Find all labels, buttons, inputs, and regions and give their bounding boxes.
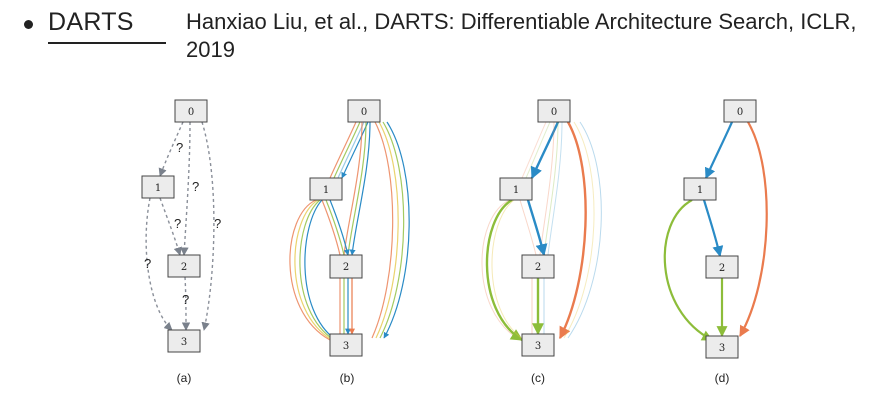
operation-edge — [530, 121, 560, 180]
operation-edge — [329, 199, 350, 256]
node-3-label: 3 — [181, 337, 187, 348]
node-1 — [309, 177, 343, 201]
node-3 — [521, 333, 555, 357]
question-mark: ? — [174, 216, 181, 231]
node-2-label: 2 — [181, 262, 187, 273]
node-2-label: 2 — [535, 262, 541, 273]
operation-edge — [519, 199, 537, 256]
operation-edge — [347, 121, 367, 256]
weighted-edges — [481, 121, 602, 342]
question-mark: ? — [192, 179, 199, 194]
node-1-label: 1 — [697, 185, 703, 196]
node-3-label: 3 — [343, 341, 349, 352]
operation-edge — [289, 199, 331, 341]
node-0 — [347, 99, 381, 123]
operation-edge — [299, 199, 335, 341]
panel-a: ? ? ? ? ? ? 0 1 2 3 (a) — [141, 99, 221, 385]
operation-edge — [304, 199, 337, 341]
edge-0-2 — [180, 121, 191, 256]
node-3 — [167, 329, 201, 353]
operation-edge — [485, 198, 524, 342]
node-0-label: 0 — [551, 107, 557, 118]
node-2 — [705, 255, 739, 279]
panel-c: 0 1 2 3 (c) — [481, 99, 602, 385]
operation-edge — [371, 121, 394, 339]
question-mark: ? — [144, 256, 151, 271]
question-mark: ? — [176, 140, 183, 155]
mixed-edges — [289, 121, 410, 341]
node-2 — [521, 254, 555, 279]
operation-edge — [383, 121, 410, 339]
operation-edge — [329, 121, 357, 179]
operation-edge — [563, 121, 595, 339]
operation-edge — [375, 121, 399, 339]
node-3 — [705, 335, 739, 359]
operation-edge — [543, 121, 559, 256]
node-0-label: 0 — [737, 107, 743, 118]
edge-1-2 — [159, 197, 182, 256]
node-1-label: 1 — [155, 183, 161, 194]
operation-edge — [333, 121, 361, 179]
citation-text: Hanxiao Liu, et al., DARTS: Differentiab… — [186, 9, 857, 62]
edge-1-2 — [702, 199, 724, 258]
node-3-label: 3 — [719, 343, 725, 354]
operation-edge — [491, 199, 525, 341]
node-2-label: 2 — [343, 262, 349, 273]
node-1 — [683, 177, 717, 201]
node-0 — [723, 99, 757, 123]
operation-edge — [294, 199, 333, 341]
question-mark: ? — [214, 216, 221, 231]
operation-edge — [567, 121, 602, 339]
node-1-label: 1 — [513, 185, 519, 196]
edge-0-1 — [158, 121, 184, 177]
edge-0-1 — [704, 121, 734, 180]
edge-1-3 — [145, 197, 173, 331]
edge-2-3 — [181, 276, 191, 331]
node-2-label: 2 — [719, 263, 725, 274]
node-1 — [141, 175, 175, 199]
edge-0-3 — [739, 121, 768, 337]
caption-a: (a) — [177, 371, 192, 385]
operation-edge — [481, 199, 521, 341]
unknown-edges — [145, 121, 215, 331]
caption-b: (b) — [340, 371, 355, 385]
edge-0-3 — [201, 121, 215, 331]
caption-c: (c) — [531, 371, 545, 385]
operation-edge — [321, 199, 341, 256]
caption-d: (d) — [715, 371, 730, 385]
operation-edge — [379, 121, 405, 339]
topic-underline — [48, 42, 166, 44]
node-1-label: 1 — [323, 185, 329, 196]
operation-edge — [349, 121, 371, 256]
operation-edge — [521, 121, 547, 179]
node-1 — [499, 177, 533, 201]
node-0 — [537, 99, 571, 123]
topic-link[interactable]: DARTS — [48, 8, 134, 36]
node-3 — [329, 333, 363, 357]
node-3-label: 3 — [535, 341, 541, 352]
operation-edge — [325, 199, 345, 256]
operation-edge — [343, 121, 363, 256]
operation-edge — [525, 121, 551, 179]
node-2 — [167, 254, 201, 278]
operation-edge — [558, 121, 587, 340]
node-0-label: 0 — [188, 107, 194, 118]
operation-edge — [547, 121, 563, 256]
node-2 — [329, 254, 363, 279]
node-0-label: 0 — [361, 107, 367, 118]
operation-edge — [526, 199, 548, 257]
panel-d: 0 1 2 3 (d) — [663, 99, 768, 385]
edge-1-3 — [663, 199, 713, 341]
bullet-point — [24, 20, 33, 29]
question-mark: ? — [182, 292, 189, 307]
node-0 — [174, 99, 208, 123]
panel-b: 0 1 2 3 (b) — [289, 99, 410, 385]
derived-edges — [663, 121, 768, 341]
